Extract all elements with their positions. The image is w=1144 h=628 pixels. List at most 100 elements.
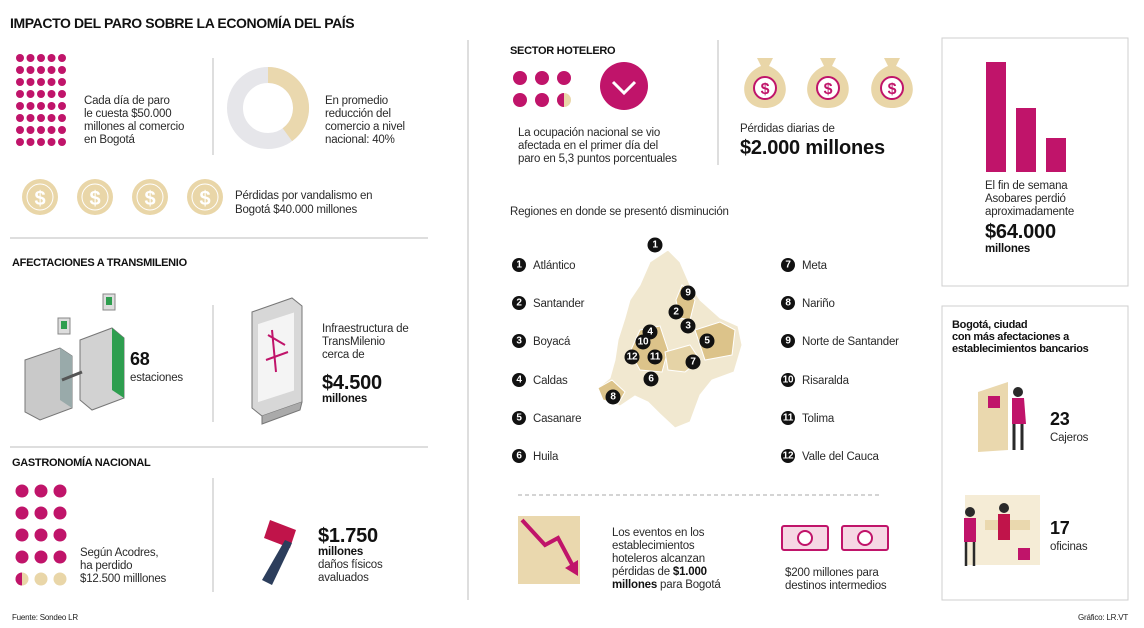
infra-value: $4.500 <box>322 372 382 394</box>
coin-symbol: $ <box>90 188 101 210</box>
dot <box>15 506 29 520</box>
dot <box>47 78 56 86</box>
content: IMPACTO DEL PARO SOBRE LA ECONOMÍA DEL P… <box>10 15 1129 622</box>
commerce-text: millones al comercio <box>84 121 184 133</box>
dot <box>16 102 24 110</box>
colombia-map <box>597 249 743 429</box>
region-marker <box>512 258 526 272</box>
infra-text: Infraestructura de <box>322 323 409 335</box>
reduction-text: En promedio <box>325 95 388 107</box>
commerce-text: Cada día de paro <box>84 95 170 107</box>
events-text: Los eventos en los <box>612 527 705 539</box>
dot <box>37 114 45 122</box>
money-bag-symbol: $ <box>761 81 770 98</box>
down-icon <box>600 62 648 110</box>
coin-ring <box>191 183 219 211</box>
banks-title: Bogotá, ciudad <box>952 319 1027 331</box>
region-marker <box>512 411 526 425</box>
map-marker <box>605 389 621 405</box>
infra-unit: millones <box>322 393 367 405</box>
region-number: 1 <box>516 260 522 271</box>
damage-text: daños físicos <box>318 559 383 571</box>
region-name: Huila <box>533 451 559 463</box>
region-marker <box>781 258 795 272</box>
reduction-text: comercio a nivel <box>325 121 405 133</box>
dot <box>58 126 66 134</box>
coin-ring <box>81 183 109 211</box>
map-marker <box>680 318 696 334</box>
acodres-text: $12.500 milllones <box>80 573 167 585</box>
region-number: 2 <box>516 298 522 309</box>
atm-value: 23 <box>1050 409 1070 429</box>
asobares-text: aproximadamente <box>985 206 1074 218</box>
coin-symbol: $ <box>200 188 211 210</box>
dot <box>37 126 45 134</box>
map-marker <box>668 304 684 320</box>
atm-label: Cajeros <box>1050 432 1089 444</box>
region-number: 12 <box>783 451 794 462</box>
bills <box>781 525 889 551</box>
region-name: Valle del Cauca <box>802 451 880 463</box>
title: IMPACTO DEL PARO SOBRE LA ECONOMÍA DEL P… <box>10 15 354 31</box>
dot <box>53 572 67 586</box>
region-name: Santander <box>533 298 585 310</box>
coin-symbol: $ <box>35 188 46 210</box>
dot <box>26 54 35 62</box>
half-dot <box>557 93 564 107</box>
bar-icon <box>986 62 1066 172</box>
footer-credit: Gráfico: LR.VT <box>1078 613 1128 622</box>
footer-source: Fuente: Sondeo LR <box>12 613 78 622</box>
events-text: hoteleros alcanzan <box>612 553 705 565</box>
events-unit: millones <box>612 579 657 591</box>
region-number: 11 <box>783 413 794 424</box>
banks-title: con más afectaciones a <box>952 331 1070 343</box>
money-bags: $ $ $ <box>744 58 913 108</box>
dot <box>26 66 35 74</box>
section-title: SECTOR HOTELERO <box>510 45 616 57</box>
events-text: pérdidas de <box>612 566 673 578</box>
events-text: pérdidas de $1.000 <box>612 566 707 578</box>
dot <box>26 78 35 86</box>
dot <box>47 90 56 98</box>
money-bag-symbol: $ <box>888 81 897 98</box>
dot <box>16 66 24 74</box>
dot <box>37 78 45 86</box>
dot <box>58 54 66 62</box>
region-marker <box>512 296 526 310</box>
asobares-unit: millones <box>985 243 1030 255</box>
dot <box>58 114 66 122</box>
bank-illustration <box>964 495 1040 566</box>
dot <box>58 102 66 110</box>
coin-symbol: $ <box>145 188 156 210</box>
events-value: $1.000 <box>673 566 707 578</box>
region-name: Atlántico <box>533 260 575 272</box>
reduction-text: reducción del <box>325 108 391 120</box>
map-number: 2 <box>673 307 679 318</box>
stations-label: estaciones <box>130 372 183 384</box>
dot <box>16 90 24 98</box>
map-number: 12 <box>627 352 638 363</box>
separators <box>10 37 1129 601</box>
dot <box>513 93 527 107</box>
commerce-text: le cuesta $50.000 <box>84 108 171 120</box>
dot <box>34 484 48 498</box>
region-name: Norte de Santander <box>802 336 899 348</box>
section-title: GASTRONOMÍA NACIONAL <box>12 456 151 469</box>
money-bag-coin <box>816 76 840 100</box>
dot <box>37 66 45 74</box>
reduction-text: nacional: 40% <box>325 134 395 146</box>
atm-illustration <box>978 382 1026 452</box>
dot <box>34 528 48 542</box>
region-number: 6 <box>516 451 522 462</box>
region-marker <box>512 373 526 387</box>
dot <box>53 550 67 564</box>
dot <box>47 138 56 146</box>
map-number: 3 <box>685 321 691 332</box>
map-number: 1 <box>652 240 658 251</box>
region-name: Nariño <box>802 298 835 310</box>
destinations-text: $200 millones para <box>785 567 879 579</box>
region-number: 7 <box>785 260 791 271</box>
dot <box>535 93 549 107</box>
map-number: 5 <box>704 336 710 347</box>
